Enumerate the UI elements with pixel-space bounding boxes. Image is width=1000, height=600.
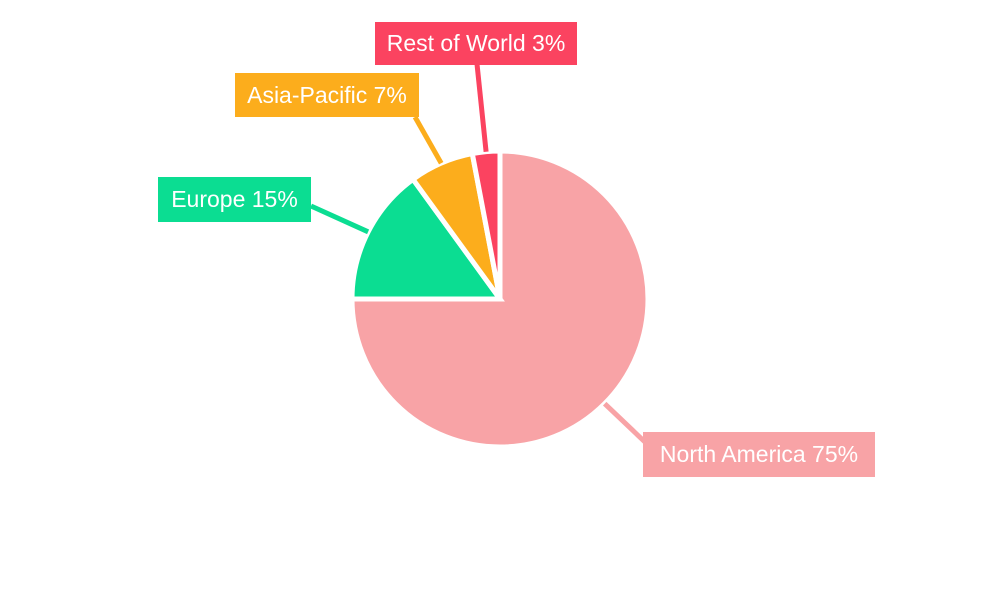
pie-slice-europe[interactable]	[349, 175, 505, 302]
leader-line-asia-pacific	[412, 115, 444, 165]
slice-label-asia-pacific: Asia-Pacific 7%	[235, 73, 419, 117]
slice-label-rest-of-world: Rest of World 3%	[375, 22, 577, 65]
leader-line-north-america	[602, 401, 648, 445]
slice-label-north-america: North America 75%	[643, 432, 875, 477]
leader-line-rest-of-world	[474, 63, 489, 152]
leader-line-europe	[309, 203, 370, 235]
slice-label-europe: Europe 15%	[158, 177, 311, 222]
